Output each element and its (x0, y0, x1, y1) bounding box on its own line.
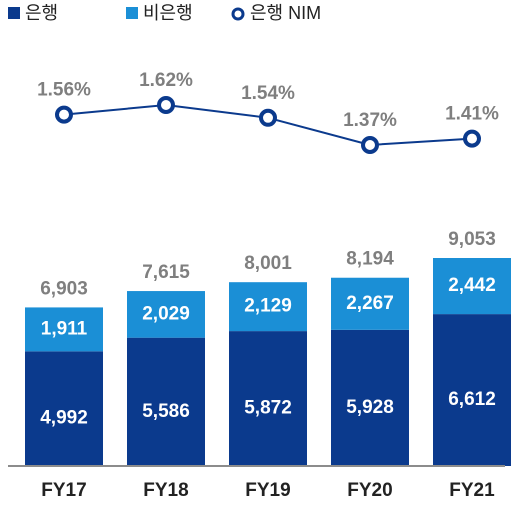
bar-segment (25, 307, 103, 352)
nim-label: 1.62% (139, 70, 193, 91)
total-label: 9,053 (448, 229, 496, 250)
x-tick-label: FY17 (41, 480, 86, 501)
nim-marker (463, 129, 481, 148)
bar-segment (229, 331, 307, 466)
x-tick-label: FY21 (449, 480, 495, 501)
bar-value-label: 2,129 (244, 296, 292, 317)
x-tick-label: FY19 (245, 480, 290, 501)
bar-value-label: 5,928 (346, 397, 394, 418)
bar-value-label: 4,992 (40, 408, 88, 429)
legend-swatch (126, 7, 138, 19)
x-tick-label: FY20 (347, 480, 392, 501)
nim-label: 1.54% (241, 83, 295, 104)
bar-value-label: 2,442 (448, 275, 496, 296)
total-label: 6,903 (40, 278, 88, 299)
bar-segment (331, 277, 409, 330)
total-label: 8,194 (346, 249, 394, 270)
x-tick-label: FY18 (143, 480, 188, 501)
nim-label: 1.37% (343, 110, 397, 131)
bar-segment (25, 351, 103, 466)
bar-value-label: 2,267 (346, 293, 394, 314)
bar-value-label: 6,612 (448, 389, 496, 410)
bar-segment (229, 282, 307, 332)
legend-marker (231, 7, 245, 21)
bar-value-label: 2,029 (142, 303, 190, 324)
nim-marker (259, 108, 277, 127)
bar-segment (331, 329, 409, 466)
bar-segment (433, 258, 511, 315)
total-label: 8,001 (244, 253, 292, 274)
bar-value-label: 5,872 (244, 398, 292, 419)
legend-label: 은행 (25, 3, 58, 23)
legend-label: 비은행 (143, 3, 193, 23)
bar-value-label: 5,586 (142, 401, 190, 422)
nim-marker (157, 96, 175, 114)
nim-marker (55, 105, 73, 124)
legend-swatch (8, 7, 20, 19)
nim-label: 1.41% (445, 104, 499, 125)
bar-value-label: 1,911 (41, 318, 88, 339)
nim-marker (361, 136, 379, 154)
bar-segment (127, 291, 205, 338)
total-label: 7,615 (142, 262, 190, 283)
bar-segment (127, 337, 205, 466)
nim-label: 1.56% (37, 80, 91, 101)
bar-segment (433, 314, 511, 466)
legend-label: 은행 NIM (250, 3, 321, 23)
